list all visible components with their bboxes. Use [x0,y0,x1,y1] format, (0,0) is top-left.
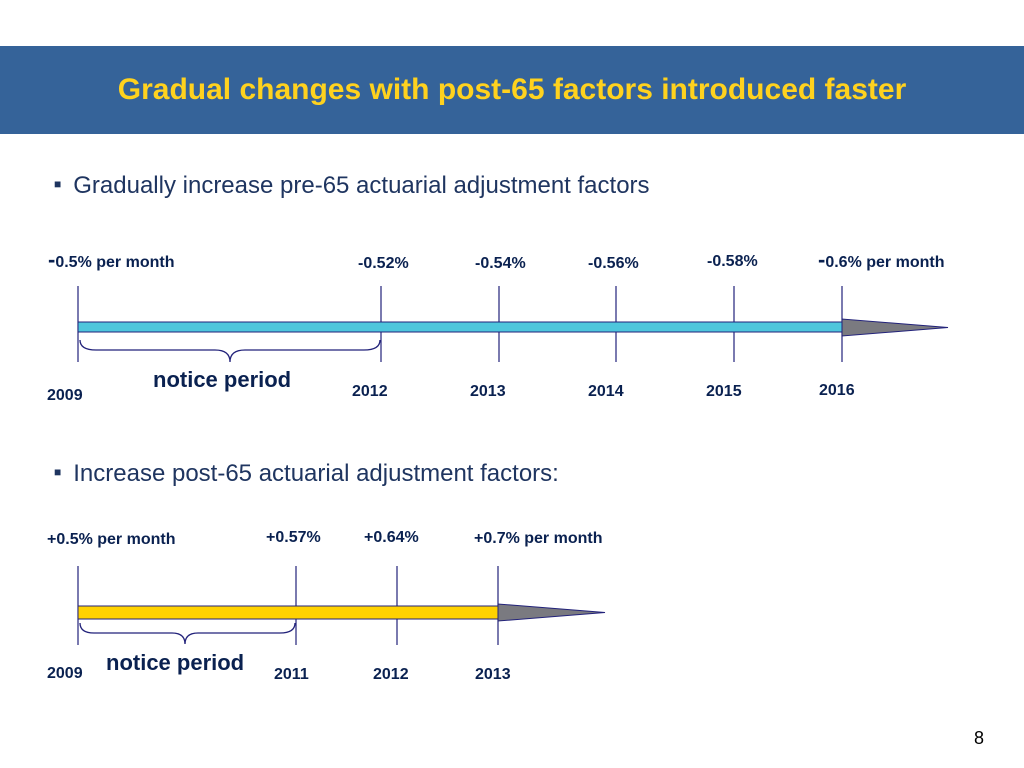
year-label: 2016 [819,382,855,399]
bullet-square-icon: ■ [54,465,62,479]
year-label: 2011 [274,666,309,683]
year-label: 2014 [588,383,624,400]
year-label: 2015 [706,383,742,400]
year-label: 2013 [475,666,511,683]
notice-brace-post65 [79,622,296,645]
title-bar: Gradual changes with post-65 factors int… [0,46,1024,134]
arrow-head-post65 [497,603,606,622]
year-label: 2009 [47,665,83,682]
end-rate-post65: +0.7% per month [474,530,603,547]
rate-label-2011: +0.57% [266,529,321,546]
rate-label-2012: -0.52% [358,255,409,272]
slide-title: Gradual changes with post-65 factors int… [117,73,907,106]
timeline-bar-post65 [77,605,499,620]
year-label: 2012 [373,666,409,683]
page-number: 8 [973,728,984,748]
arrow-head-pre65 [841,318,949,337]
bullet-post65-text: Increase post-65 actuarial adjustment fa… [73,460,559,487]
rate-label-2013: -0.54% [475,255,526,272]
bullet-pre65-text: Gradually increase pre-65 actuarial adju… [73,172,650,199]
rate-label-2015: -0.58% [707,253,758,270]
bullet-pre65: ■ Gradually increase pre-65 actuarial adj… [54,172,650,200]
notice-period-label-pre65: notice period [153,367,292,392]
start-rate-post65: +0.5% per month [47,531,176,548]
end-rate-pre65: -0.6% per month [818,247,945,272]
start-rate-pre65: -0.5% per month [48,247,175,272]
year-label: 2009 [47,387,83,404]
year-label: 2013 [470,383,506,400]
rate-label-2012: +0.64% [364,529,419,546]
bullet-square-icon: ■ [54,177,62,191]
rate-label-2014: -0.56% [588,255,639,272]
notice-brace-pre65 [79,339,381,363]
year-label: 2012 [352,383,388,400]
notice-period-label-post65: notice period [106,650,245,675]
bullet-post65: ■ Increase post-65 actuarial adjustment f… [54,460,559,488]
